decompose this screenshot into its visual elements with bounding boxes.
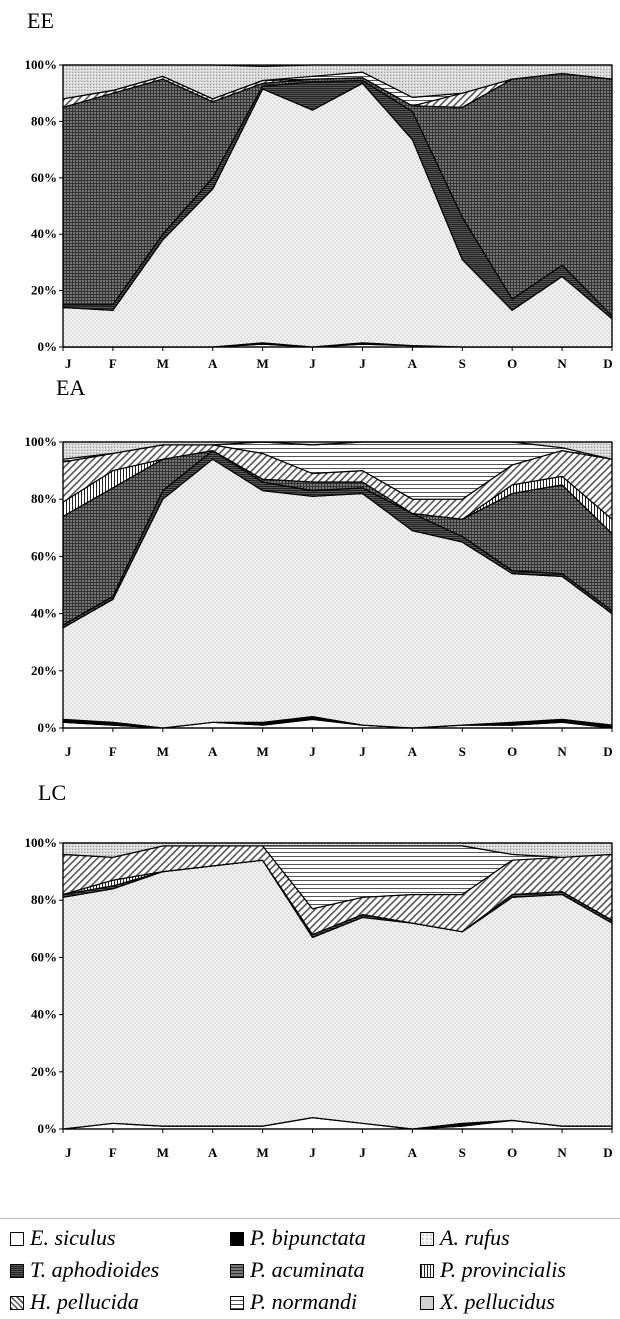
legend-label: P. normandi: [250, 1289, 358, 1314]
x-tick-label: A: [208, 744, 218, 759]
y-tick-label: 100%: [25, 57, 58, 72]
x-tick-label: M: [157, 744, 169, 759]
legend-item: P. bipunctata: [230, 1225, 366, 1251]
y-tick-label: 60%: [31, 949, 57, 964]
x-tick-label: S: [459, 356, 466, 371]
legend-label: P. acuminata: [250, 1257, 365, 1282]
legend-item: P. acuminata: [230, 1257, 364, 1283]
legend-swatch: [230, 1232, 244, 1246]
y-tick-label: 0%: [38, 720, 58, 735]
x-tick-label: O: [507, 744, 517, 759]
legend-item: H. pellucida: [10, 1289, 139, 1315]
x-tick-label: F: [109, 356, 117, 371]
chart-ea: EA 0% 20% 40% 60% 80% 100% J F M A M J J A S O N D: [25, 375, 613, 759]
x-tick-label: O: [507, 1145, 517, 1160]
chart-title: EA: [56, 375, 85, 400]
y-tick-label: 60%: [31, 170, 57, 185]
x-tick-label: D: [603, 1145, 612, 1160]
legend-swatch: [230, 1296, 244, 1310]
x-tick-label: M: [256, 744, 268, 759]
y-tick-label: 40%: [31, 606, 57, 621]
y-tick-label: 60%: [31, 548, 57, 563]
x-tick-label: J: [309, 356, 316, 371]
legend-swatch: [420, 1264, 434, 1278]
x-tick-label: F: [109, 744, 117, 759]
chart-title: LC: [38, 780, 66, 805]
legend-label: X. pellucidus: [440, 1289, 555, 1314]
legend-label: A. rufus: [440, 1225, 510, 1250]
y-tick-label: 0%: [38, 1121, 58, 1136]
y-tick-label: 100%: [25, 434, 58, 449]
y-tick-label: 40%: [31, 226, 57, 241]
x-tick-label: J: [359, 744, 366, 759]
legend-item: A. rufus: [420, 1225, 510, 1251]
legend-swatch: [420, 1232, 434, 1246]
x-tick-label: N: [557, 744, 567, 759]
legend-swatch: [10, 1232, 24, 1246]
x-tick-label: D: [603, 356, 612, 371]
y-tick-label: 80%: [31, 491, 57, 506]
x-tick-label: J: [65, 356, 72, 371]
y-tick-label: 20%: [31, 283, 57, 298]
legend-label: P. provincialis: [440, 1257, 566, 1282]
legend-item: P. provincialis: [420, 1257, 566, 1283]
x-tick-label: J: [309, 744, 316, 759]
x-tick-label: M: [256, 1145, 268, 1160]
x-tick-label: A: [408, 1145, 418, 1160]
legend-label: T. aphodioides: [30, 1257, 160, 1282]
legend-item: P. normandi: [230, 1289, 357, 1315]
legend-swatch: [10, 1264, 24, 1278]
y-tick-label: 0%: [38, 339, 58, 354]
x-tick-label: M: [157, 1145, 169, 1160]
legend-label: P. bipunctata: [250, 1225, 366, 1250]
x-tick-label: M: [256, 356, 268, 371]
y-tick-label: 80%: [31, 113, 57, 128]
chart-title: EE: [27, 8, 54, 33]
x-tick-label: J: [359, 356, 366, 371]
y-tick-label: 40%: [31, 1007, 57, 1022]
legend: E. siculus P. bipunctata A. rufus T. aphodi…: [0, 1218, 620, 1319]
legend-swatch: [10, 1296, 24, 1310]
x-tick-label: J: [359, 1145, 366, 1160]
x-tick-label: J: [65, 1145, 72, 1160]
x-tick-label: J: [309, 1145, 316, 1160]
legend-swatch: [230, 1264, 244, 1278]
legend-item: E. siculus: [10, 1225, 116, 1251]
x-tick-label: S: [459, 744, 466, 759]
x-tick-label: A: [408, 356, 418, 371]
x-tick-label: F: [109, 1145, 117, 1160]
stacked-area-charts: EE 0% 20% 40% 60% 80% 100% J F M A M J J A S O N D EA 0% 20% 4…: [25, 8, 613, 1160]
y-tick-label: 20%: [31, 663, 57, 678]
x-tick-label: A: [208, 1145, 218, 1160]
x-tick-label: S: [459, 1145, 466, 1160]
y-tick-label: 100%: [25, 835, 58, 850]
legend-label: E. siculus: [30, 1225, 116, 1250]
chart-ee: EE 0% 20% 40% 60% 80% 100% J F M A M J J A S O N D: [25, 8, 613, 371]
x-tick-label: A: [408, 744, 418, 759]
x-tick-label: N: [557, 1145, 567, 1160]
y-tick-label: 20%: [31, 1064, 57, 1079]
legend-label: H. pellucida: [30, 1289, 139, 1314]
x-tick-label: A: [208, 356, 218, 371]
x-tick-label: M: [157, 356, 169, 371]
legend-item: T. aphodioides: [10, 1257, 159, 1283]
chart-lc: LC 0% 20% 40% 60% 80% 100% J F M A M J J A S O N D: [25, 780, 613, 1160]
legend-item: X. pellucidus: [420, 1289, 555, 1315]
x-tick-label: N: [557, 356, 567, 371]
x-tick-label: J: [65, 744, 72, 759]
y-tick-label: 80%: [31, 892, 57, 907]
x-tick-label: D: [603, 744, 612, 759]
legend-swatch: [420, 1296, 434, 1310]
x-tick-label: O: [507, 356, 517, 371]
